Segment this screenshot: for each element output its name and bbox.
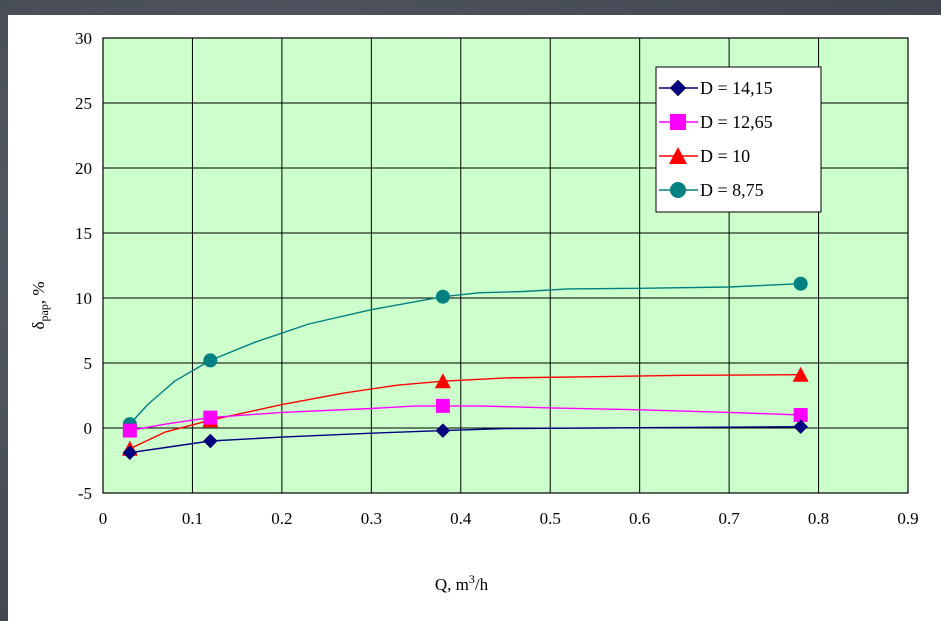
data-point — [202, 433, 218, 449]
series-line — [129, 374, 801, 450]
series-d-12-65 — [122, 398, 808, 438]
x-tick-label: 0.7 — [718, 509, 740, 528]
legend-item: D = 14,15 — [659, 78, 773, 98]
data-point — [203, 410, 218, 425]
x-tick-label: 0.6 — [629, 509, 650, 528]
y-tick-label: -5 — [78, 484, 92, 503]
y-axis-title: δpap, % — [29, 281, 51, 329]
x-tick-label: 0.1 — [182, 509, 203, 528]
data-point — [434, 373, 451, 389]
legend-label: D = 14,15 — [700, 78, 773, 98]
legend-marker — [669, 79, 687, 97]
legend-label: D = 12,65 — [700, 112, 773, 132]
legend-marker — [669, 147, 687, 164]
x-tick-label: 0.5 — [540, 509, 561, 528]
legend-marker — [670, 114, 686, 130]
y-tick-label: 5 — [84, 354, 93, 373]
x-tick-label: 0.4 — [450, 509, 472, 528]
data-point — [435, 398, 450, 413]
y-tick-label: 0 — [84, 419, 93, 438]
series-line — [129, 405, 801, 432]
y-tick-label: 20 — [75, 159, 92, 178]
data-point — [122, 445, 138, 461]
data-point — [793, 408, 808, 422]
series-d-14-15 — [122, 419, 809, 461]
y-tick-label: 30 — [75, 29, 92, 48]
legend-label: D = 10 — [700, 146, 750, 166]
x-tick-label: 0.2 — [271, 509, 292, 528]
data-point — [122, 423, 137, 438]
y-tick-label: 15 — [75, 224, 92, 243]
legend-item: D = 8,75 — [659, 180, 764, 200]
legend-item: D = 12,65 — [659, 112, 773, 132]
legend-label: D = 8,75 — [700, 180, 764, 200]
series-line — [129, 283, 801, 425]
data-point — [792, 366, 809, 382]
legend-marker — [670, 182, 686, 198]
y-tick-label: 25 — [75, 94, 92, 113]
legend-item: D = 10 — [659, 146, 750, 166]
data-point — [435, 423, 451, 438]
x-tick-label: 0.8 — [808, 509, 829, 528]
x-tick-label: 0 — [99, 509, 108, 528]
x-tick-label: 0.3 — [361, 509, 382, 528]
x-tick-label: 0.9 — [897, 509, 918, 528]
data-point — [793, 419, 809, 435]
x-axis-title: Q, m3/h — [435, 572, 489, 594]
data-point — [793, 276, 808, 291]
data-point — [203, 353, 218, 368]
legend: D = 14,15 D = 12,65 D = 10 D = 8,75 — [655, 66, 822, 213]
y-tick-label: 10 — [75, 289, 92, 308]
plot-border — [102, 37, 909, 494]
series-line — [129, 426, 801, 454]
data-point — [435, 289, 450, 304]
